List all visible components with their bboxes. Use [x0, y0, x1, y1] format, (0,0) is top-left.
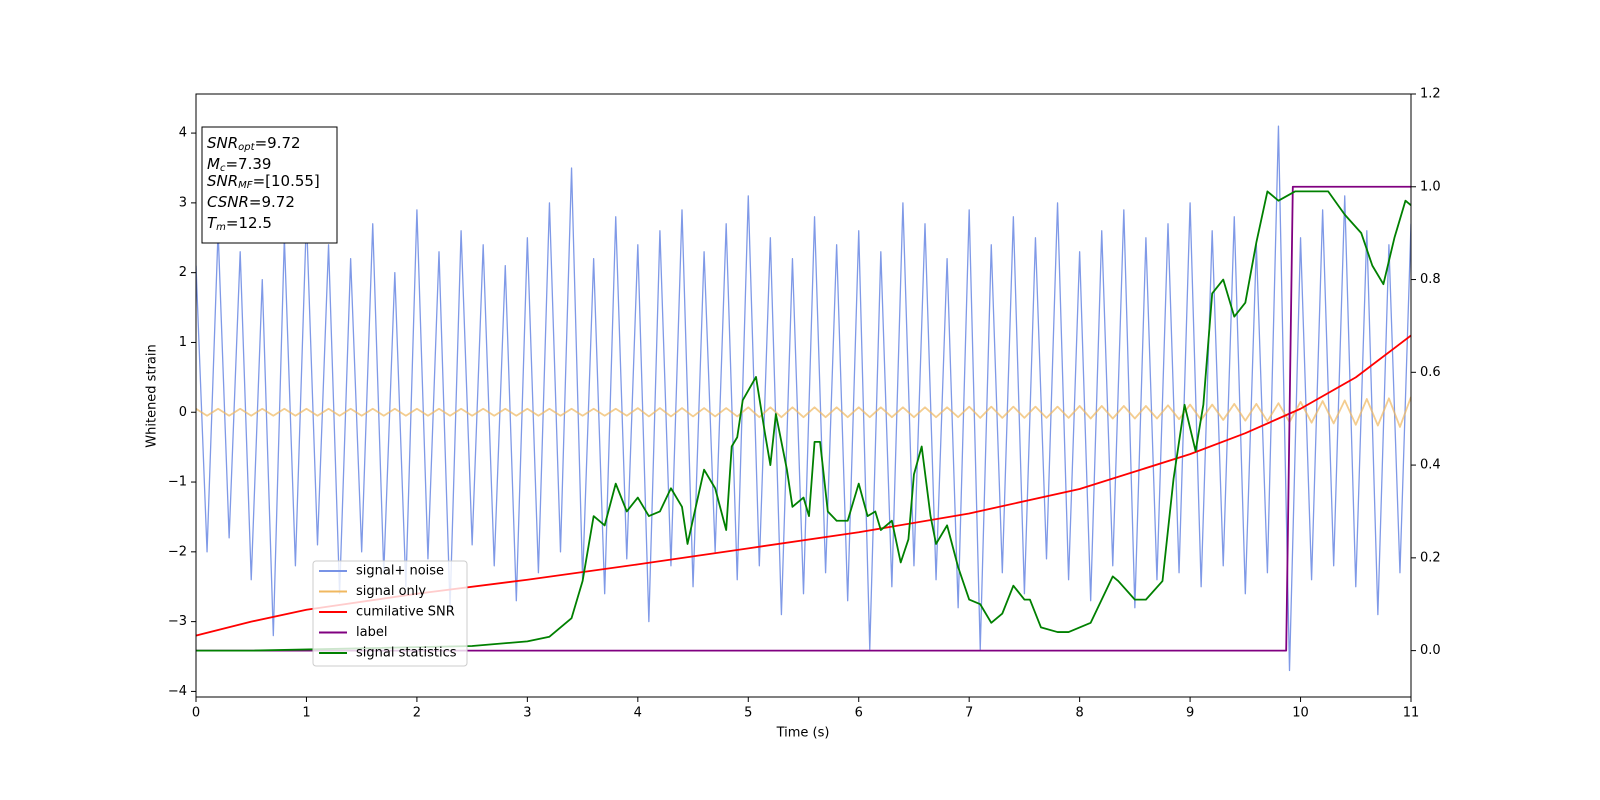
annotation: Mc=7.39	[207, 155, 271, 175]
legend-label: signal statistics	[356, 646, 457, 661]
annotation-symbol: T	[207, 214, 218, 232]
legend-label: label	[356, 625, 387, 640]
y-tick-label: 4	[179, 126, 187, 141]
annotation-symbol: CSNR	[207, 193, 249, 211]
y-tick-label: 2	[179, 265, 187, 280]
x-tick-label: 1	[302, 706, 310, 721]
series-line	[196, 396, 1411, 428]
y2-tick-label: 0.8	[1420, 272, 1441, 287]
y-tick-label: 0	[179, 405, 187, 420]
annotation-subscript: c	[220, 163, 226, 174]
legend-label: cumilative SNR	[356, 605, 455, 620]
x-tick-label: 8	[1075, 706, 1083, 721]
annotation-symbol: SNR	[207, 134, 238, 152]
annotation-symbol: M	[207, 155, 220, 173]
annotation: SNRMF=[10.55]	[207, 172, 320, 192]
x-tick-label: 11	[1403, 706, 1420, 721]
y2-tick-label: 0.4	[1420, 458, 1441, 473]
x-tick-label: 5	[744, 706, 752, 721]
annotation-symbol: SNR	[207, 172, 238, 190]
x-tick-label: 10	[1292, 706, 1309, 721]
legend-label: signal only	[356, 584, 426, 599]
y2-tick-label: 0.2	[1420, 550, 1441, 565]
y2-tick-label: 1.0	[1420, 179, 1441, 194]
x-tick-label: 2	[413, 706, 421, 721]
annotation-subscript: m	[216, 222, 226, 233]
annotation-text: =9.72	[249, 193, 295, 211]
series-line	[196, 185, 1411, 652]
y2-tick-label: 0.0	[1420, 643, 1441, 658]
plot-frame	[195, 93, 1412, 698]
annotation-text: =9.72	[255, 134, 301, 152]
y-tick-label: −2	[168, 544, 187, 559]
annotation-box	[201, 126, 338, 244]
annotation: CSNR=9.72	[207, 193, 295, 211]
y2-tick-label: 1.2	[1420, 87, 1441, 102]
x-tick-label: 7	[965, 706, 973, 721]
annotation-text: =12.5	[226, 214, 272, 232]
x-tick-label: 9	[1186, 706, 1194, 721]
annotation-text: =7.39	[225, 155, 271, 173]
x-tick-label: 3	[523, 706, 531, 721]
series-line	[196, 190, 1411, 652]
y-tick-label: −4	[168, 684, 187, 699]
annotation-subscript: MF	[238, 180, 253, 191]
legend-label: signal+ noise	[356, 564, 444, 579]
x-tick-label: 4	[634, 706, 642, 721]
x-axis-label: Time (s)	[776, 726, 830, 741]
y-axis-label: Whitened strain	[145, 344, 160, 447]
y-tick-label: 3	[179, 195, 187, 210]
annotation-text: =[10.55]	[253, 172, 320, 190]
y2-tick-label: 0.6	[1420, 365, 1441, 380]
x-tick-label: 6	[855, 706, 863, 721]
y-tick-label: 1	[179, 335, 187, 350]
annotation-subscript: opt	[238, 142, 255, 153]
y-tick-label: −3	[168, 614, 187, 629]
annotation: SNRopt=9.72	[207, 134, 301, 154]
annotation: Tm=12.5	[207, 214, 272, 234]
y-tick-label: −1	[168, 475, 187, 490]
x-tick-label: 0	[192, 706, 200, 721]
legend-box	[312, 560, 468, 667]
